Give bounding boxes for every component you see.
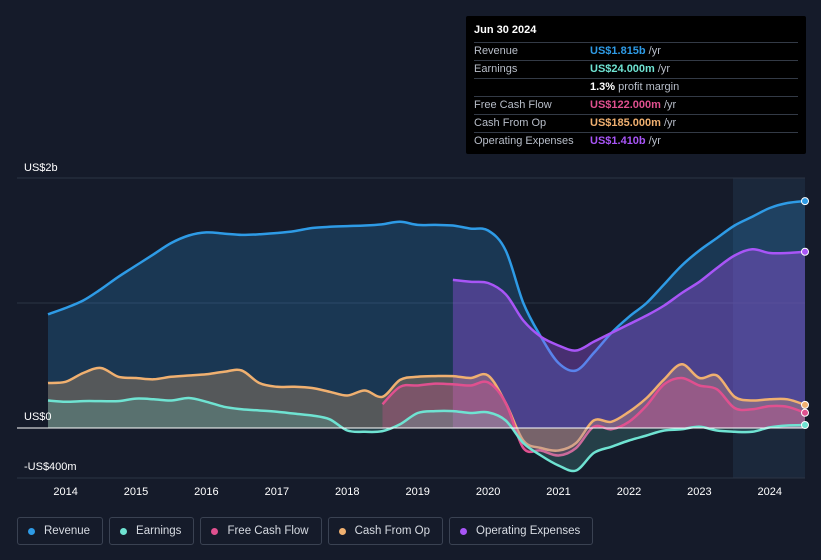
tooltip-row-profit-margin: 1.3% profit margin [474,79,798,97]
y-tick-label-neg400m: -US$400m [24,461,77,473]
x-tick-label-2014: 2014 [53,486,77,498]
x-tick-label-2022: 2022 [617,486,641,498]
tooltip-label: Earnings [474,63,518,75]
legend-label: Cash From Op [354,525,431,537]
tooltip-unit: /yr [657,63,671,75]
tooltip-date: Jun 30 2024 [474,24,798,43]
x-tick-label-2024: 2024 [758,486,782,498]
legend-item-operating-expenses[interactable]: Operating Expenses [449,517,594,545]
x-tick-label-2023: 2023 [687,486,711,498]
tooltip-label: Operating Expenses [474,135,574,147]
x-tick-label-2020: 2020 [476,486,500,498]
series-area-revenue [48,201,805,428]
series-line-free-cash-flow [381,376,806,457]
legend-item-cash-from-op[interactable]: Cash From Op [327,517,444,545]
tooltip-panel: Jun 30 2024 Revenue US$1.815b /yr Earnin… [466,16,806,154]
series-area-operating-expenses [452,249,805,428]
x-tick-label-2016: 2016 [194,486,218,498]
series-end-dot-earnings [801,421,809,429]
tooltip-value: US$24.000m [590,63,655,75]
tooltip-unit: /yr [663,117,677,129]
tooltip-value: 1.3% [590,81,616,93]
legend-dot-icon [338,527,346,535]
tooltip-row-earnings: Earnings US$24.000m /yr [474,61,798,79]
series-end-dot-operating-expenses [801,247,809,256]
legend-label: Revenue [44,525,91,537]
legend-label: Earnings [136,525,182,537]
chart-legend: Revenue Earnings Free Cash Flow Cash Fro… [17,517,594,545]
tooltip-row-free-cash-flow: Free Cash Flow US$122.000m /yr [474,97,798,115]
legend-item-free-cash-flow[interactable]: Free Cash Flow [200,517,322,545]
x-tick-label-2019: 2019 [405,486,429,498]
tooltip-label: Revenue [474,45,519,57]
tooltip-value: US$1.410b [590,135,646,147]
legend-item-earnings[interactable]: Earnings [109,517,195,545]
x-tick-label-2021: 2021 [546,486,570,498]
legend-label: Operating Expenses [476,525,581,537]
legend-item-revenue[interactable]: Revenue [17,517,104,545]
series-line-earnings [47,396,806,473]
legend-dot-icon [211,527,219,535]
legend-dot-icon [28,527,35,535]
series-line-operating-expenses [452,248,806,352]
tooltip-unit: /yr [663,99,677,111]
y-tick-label-2b: US$2b [24,162,58,174]
series-area-free-cash-flow [382,377,805,456]
series-end-dot-cash-from-op [801,400,809,409]
legend-dot-icon [120,527,128,535]
series-end-dot-revenue [801,197,809,206]
series-end-dot-free-cash-flow [801,408,809,417]
tooltip-label: Cash From Op [474,117,547,129]
series-line-revenue [47,199,806,373]
tooltip-row-operating-expenses: Operating Expenses US$1.410b /yr [474,133,798,150]
legend-label: Free Cash Flow [227,525,309,537]
tooltip-value: US$185.000m [590,117,661,129]
tooltip-label: Free Cash Flow [474,99,552,111]
tooltip-row-cash-from-op: Cash From Op US$185.000m /yr [474,115,798,133]
tooltip-label [474,79,590,96]
tooltip-value: US$1.815b [590,45,646,57]
series-line-cash-from-op [47,363,806,452]
tooltip-unit: /yr [648,135,661,147]
tooltip-unit: profit margin [618,81,680,93]
x-tick-label-2018: 2018 [335,486,359,498]
tooltip-row-revenue: Revenue US$1.815b /yr [474,43,798,61]
x-axis-ticks: 2014 2015 2016 2017 2018 2019 2020 2021 2022 2023… [53,486,782,498]
tooltip-value: US$122.000m [590,99,661,111]
series-area-cash-from-op [48,364,805,451]
x-tick-label-2015: 2015 [124,486,148,498]
legend-dot-icon [460,527,468,535]
endpoint-dots [801,197,809,429]
x-tick-label-2017: 2017 [265,486,289,498]
tooltip-unit: /yr [648,45,661,57]
series-layer [47,199,806,473]
series-area-earnings [48,397,805,472]
y-tick-label-0: US$0 [24,411,52,423]
